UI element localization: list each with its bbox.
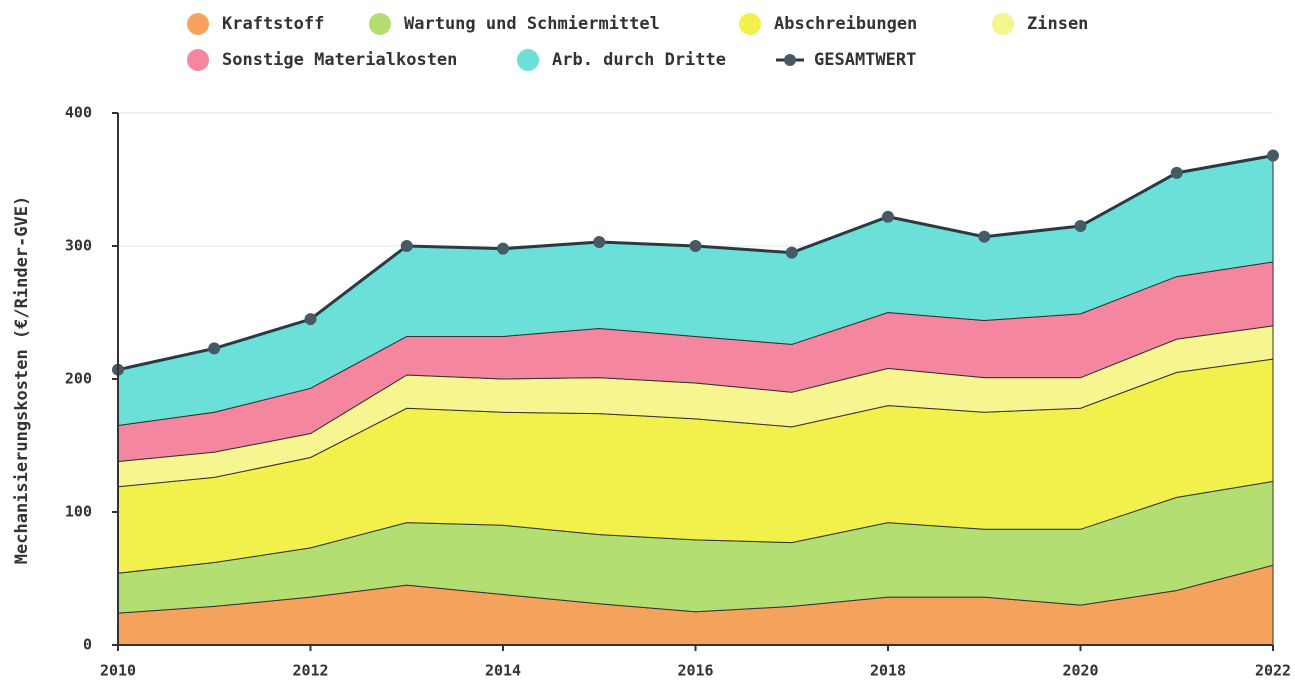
legend-marker xyxy=(784,54,796,66)
legend-label: Sonstige Materialkosten xyxy=(222,50,457,70)
total-marker xyxy=(593,236,606,249)
total-marker xyxy=(208,342,221,355)
x-tick-label: 2010 xyxy=(100,662,136,680)
legend-label: Arb. durch Dritte xyxy=(552,50,726,70)
legend-label: Abschreibungen xyxy=(774,14,917,34)
y-axis-label: Mechanisierungskosten (€/Rinder-GVE) xyxy=(12,196,32,564)
total-marker xyxy=(497,242,509,255)
x-tick-label: 2018 xyxy=(870,662,906,680)
legend-marker xyxy=(739,13,761,35)
total-marker xyxy=(1074,220,1087,233)
x-tick-label: 2012 xyxy=(292,662,328,680)
y-tick-label: 200 xyxy=(65,370,92,388)
y-tick-label: 0 xyxy=(83,636,92,654)
total-marker xyxy=(882,210,894,223)
legend-marker xyxy=(187,49,209,71)
legend-label: GESAMTWERT xyxy=(814,50,916,70)
total-marker xyxy=(785,246,798,259)
total-marker xyxy=(1170,166,1183,179)
total-marker xyxy=(400,240,413,252)
legend-label: Wartung und Schmiermittel xyxy=(404,14,660,34)
total-marker xyxy=(689,240,702,252)
x-tick-label: 2020 xyxy=(1062,662,1098,680)
legend-label: Zinsen xyxy=(1027,14,1088,34)
y-tick-label: 400 xyxy=(65,104,92,122)
total-marker xyxy=(304,313,317,326)
total-marker xyxy=(978,230,991,243)
legend-marker xyxy=(369,13,391,35)
y-tick-label: 300 xyxy=(65,237,92,255)
legend-marker xyxy=(992,13,1014,35)
y-tick-label: 100 xyxy=(65,503,92,521)
x-tick-label: 2016 xyxy=(677,662,713,680)
legend-marker xyxy=(517,49,539,71)
x-tick-label: 2014 xyxy=(485,662,521,680)
legend-marker xyxy=(187,13,209,35)
legend-label: Kraftstoff xyxy=(222,14,324,34)
x-tick-label: 2022 xyxy=(1255,662,1291,680)
total-marker xyxy=(1267,149,1279,162)
